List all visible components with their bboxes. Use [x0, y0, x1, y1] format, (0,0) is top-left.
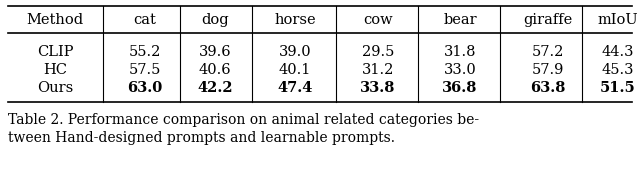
Text: 36.8: 36.8 — [442, 81, 477, 95]
Text: cat: cat — [134, 13, 156, 27]
Text: 33.8: 33.8 — [360, 81, 396, 95]
Text: 29.5: 29.5 — [362, 45, 394, 59]
Text: 57.2: 57.2 — [532, 45, 564, 59]
Text: cow: cow — [363, 13, 393, 27]
Text: 63.0: 63.0 — [127, 81, 163, 95]
Text: 55.2: 55.2 — [129, 45, 161, 59]
Text: giraffe: giraffe — [524, 13, 573, 27]
Text: 51.5: 51.5 — [600, 81, 636, 95]
Text: Table 2. Performance comparison on animal related categories be-: Table 2. Performance comparison on anima… — [8, 113, 479, 127]
Text: 31.2: 31.2 — [362, 63, 394, 77]
Text: tween Hand-designed prompts and learnable prompts.: tween Hand-designed prompts and learnabl… — [8, 131, 395, 145]
Text: bear: bear — [443, 13, 477, 27]
Text: 63.8: 63.8 — [531, 81, 566, 95]
Text: 57.5: 57.5 — [129, 63, 161, 77]
Text: horse: horse — [274, 13, 316, 27]
Text: 40.6: 40.6 — [198, 63, 231, 77]
Text: Method: Method — [26, 13, 84, 27]
Text: dog: dog — [201, 13, 229, 27]
Text: 42.2: 42.2 — [197, 81, 233, 95]
Text: 39.6: 39.6 — [198, 45, 231, 59]
Text: 33.0: 33.0 — [444, 63, 476, 77]
Text: Ours: Ours — [37, 81, 73, 95]
Text: CLIP: CLIP — [36, 45, 73, 59]
Text: 47.4: 47.4 — [277, 81, 313, 95]
Text: HC: HC — [43, 63, 67, 77]
Text: 57.9: 57.9 — [532, 63, 564, 77]
Text: 45.3: 45.3 — [602, 63, 634, 77]
Text: 44.3: 44.3 — [602, 45, 634, 59]
Text: 40.1: 40.1 — [279, 63, 311, 77]
Text: mIoU: mIoU — [598, 13, 638, 27]
Text: 39.0: 39.0 — [278, 45, 311, 59]
Text: 31.8: 31.8 — [444, 45, 476, 59]
